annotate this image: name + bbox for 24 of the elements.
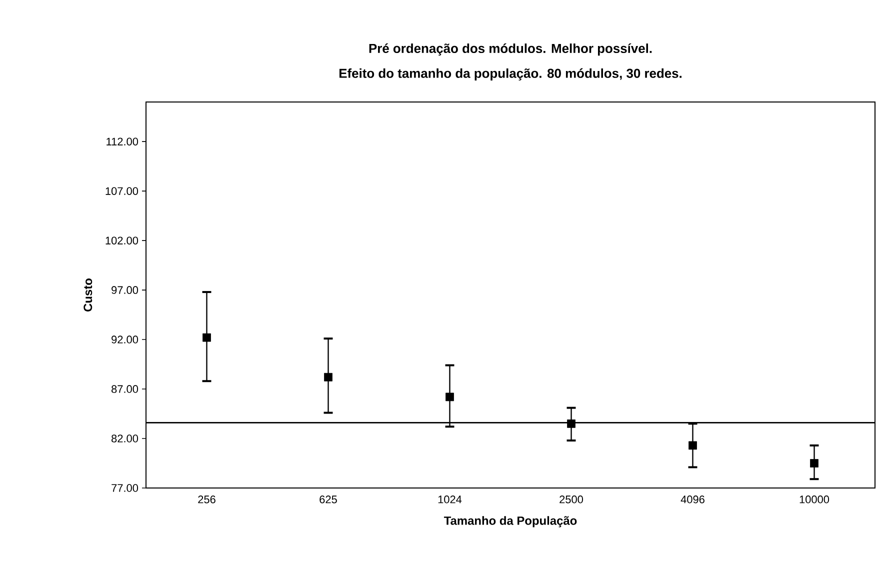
point: [567, 419, 576, 428]
chart-title: Pré ordenação dos módulos. Melhor possível.: [369, 43, 652, 56]
y-tick-label: 112.00: [106, 138, 138, 146]
chart-subtitle: Efeito do tamanho da população. 80 módulos, 30 redes.: [339, 68, 682, 80]
x-tick-label: 2500: [560, 496, 583, 504]
y-tick-label: 77.00: [112, 484, 138, 492]
y-tick-label: 82.00: [112, 434, 138, 442]
y-tick-label: 97.00: [112, 286, 138, 294]
y-tick-label: 107.00: [106, 187, 138, 195]
x-tick-label: 625: [320, 496, 337, 504]
x-tick-label: 1024: [438, 496, 462, 504]
point: [324, 372, 332, 382]
y-axis-title: Custo: [84, 278, 92, 312]
x-tick-label: 10000: [800, 496, 830, 504]
point: [688, 441, 697, 450]
x-axis-title: Tamanho da População: [444, 516, 577, 528]
y-tick-label: 92.00: [112, 336, 138, 344]
point: [446, 392, 454, 402]
point: [810, 459, 818, 468]
y-tick-label: 102.00: [106, 236, 138, 244]
x-tick-label: 256: [198, 496, 216, 504]
point: [202, 333, 211, 342]
x-tick-label: 4096: [680, 496, 704, 504]
y-tick-label: 87.00: [112, 385, 138, 393]
